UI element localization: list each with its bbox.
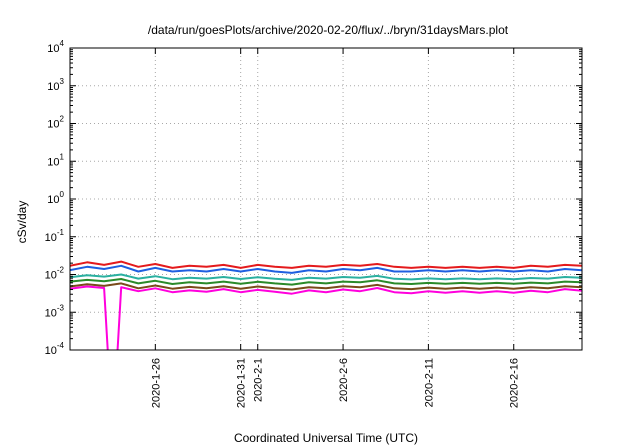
x-tick-label: 2020-1-26 [150,358,162,408]
x-tick-label: 2020-2-6 [338,358,350,402]
axes: 10-4 10-3 10-2 10-1 100 101 102 103 104 2020-1-26… [45,39,582,408]
y-tick-label: 10-1 [45,228,65,244]
y-tick-label: 10-4 [45,341,65,357]
series-line [70,278,582,286]
y-tick-label: 102 [47,115,64,131]
y-tick-label: 100 [47,190,64,206]
x-tick-label: 2020-2-1 [253,358,265,402]
grid-lines [70,48,582,350]
y-tick-label: 103 [47,77,64,93]
x-tick-label: 2020-2-11 [423,358,435,407]
chart-title: /data/run/goesPlots/archive/2020-02-20/f… [148,23,509,37]
series-line [70,282,582,291]
y-tick-label: 104 [47,39,64,55]
y-axis-label: cSv/day [15,201,29,244]
plot-frame [69,47,583,351]
series-lines [70,260,582,350]
x-tick-label: 2020-1-31 [236,358,248,408]
y-tick-label: 10-3 [45,303,65,319]
x-tick-label: 2020-2-16 [509,358,521,408]
series-line [70,260,582,269]
series-line [70,264,582,274]
y-tick-label: 101 [47,152,64,168]
y-tick-label: 10-2 [45,266,65,282]
series-line [70,285,582,350]
x-axis-label: Coordinated Universal Time (UTC) [234,431,418,445]
series-line [70,273,582,281]
